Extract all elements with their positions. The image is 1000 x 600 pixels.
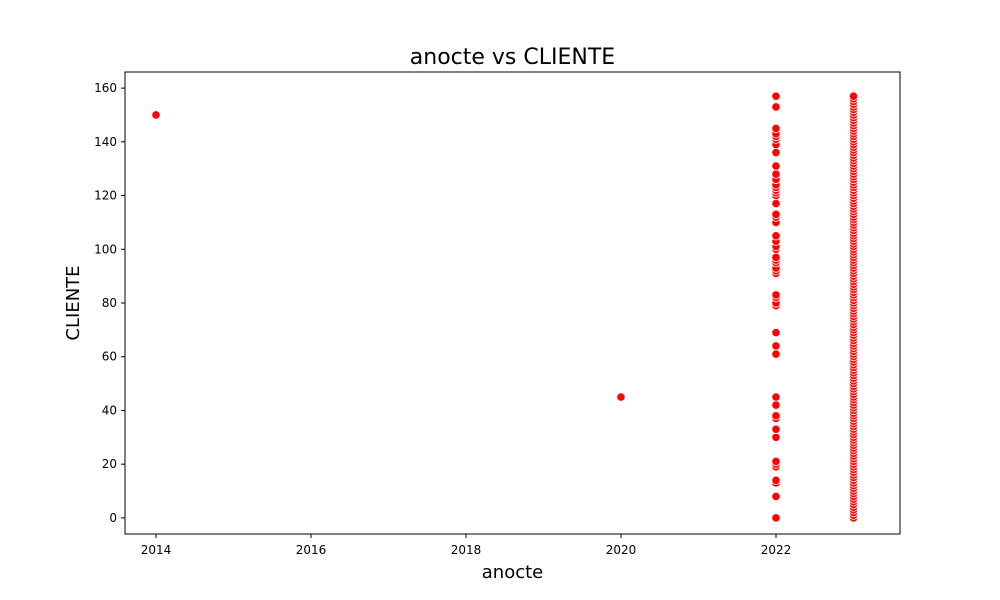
y-tick-label: 80 (102, 296, 117, 310)
y-tick-label: 160 (94, 81, 117, 95)
x-tick-label: 2014 (141, 543, 172, 557)
data-point (616, 392, 626, 402)
data-point (771, 513, 781, 523)
data-point (771, 91, 781, 101)
x-tick-label: 2020 (606, 543, 637, 557)
data-point (771, 411, 781, 421)
y-tick-label: 40 (102, 403, 117, 417)
data-point (771, 169, 781, 179)
chart-title: anocte vs CLIENTE (410, 45, 615, 70)
axis-ticks: 2014 2016 2018 2020 2022 0 20 40 60 80 100 120 140 16… (94, 81, 791, 557)
plot-frame (124, 71, 901, 535)
y-tick-label: 60 (102, 350, 117, 364)
data-point (771, 392, 781, 402)
data-point (771, 475, 781, 485)
data-point (771, 349, 781, 359)
data-point (771, 290, 781, 300)
x-axis-label: anocte (482, 562, 543, 583)
data-point (771, 102, 781, 112)
y-tick-label: 100 (94, 242, 117, 256)
y-tick-label: 120 (94, 189, 117, 203)
x-tick-label: 2016 (296, 543, 327, 557)
data-point (151, 110, 161, 120)
y-tick-label: 0 (109, 511, 117, 525)
data-point (771, 209, 781, 219)
data-point (771, 199, 781, 209)
data-point (771, 123, 781, 134)
x-tick-label: 2022 (761, 543, 792, 557)
data-points (151, 91, 859, 523)
data-point (771, 491, 781, 501)
data-point (771, 424, 781, 434)
data-point (771, 231, 781, 241)
data-point (771, 161, 781, 171)
data-point (771, 341, 781, 351)
data-point (771, 252, 781, 262)
data-point (771, 147, 781, 158)
y-tick-label: 140 (94, 135, 117, 149)
data-point (771, 432, 781, 442)
data-point (848, 91, 859, 101)
data-point (771, 400, 781, 410)
x-tick-label: 2018 (451, 543, 482, 557)
y-axis-label: CLIENTE (63, 265, 84, 340)
data-point (771, 456, 781, 467)
y-tick-label: 20 (102, 457, 117, 471)
data-point (771, 327, 781, 338)
